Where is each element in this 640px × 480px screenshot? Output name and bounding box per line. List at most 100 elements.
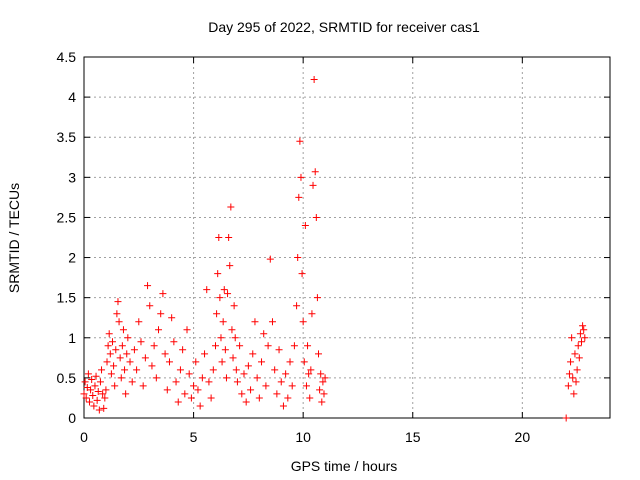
data-point: [238, 390, 246, 398]
data-point: [317, 370, 325, 378]
data-point: [284, 394, 292, 402]
data-point: [115, 318, 123, 326]
data-point: [121, 366, 129, 374]
data-point: [122, 390, 130, 398]
data-point: [181, 390, 189, 398]
data-point: [220, 286, 228, 294]
data-point: [124, 334, 132, 342]
data-point: [302, 382, 310, 390]
y-tick-label: 0: [68, 410, 76, 426]
y-tick-label: 2.5: [57, 209, 77, 225]
data-point: [209, 366, 217, 374]
plot-area-frame: [83, 56, 611, 419]
data-point: [111, 382, 119, 390]
data-point: [103, 358, 111, 366]
data-point: [215, 234, 223, 241]
data-point: [580, 326, 588, 334]
data-point: [231, 334, 239, 342]
data-point: [110, 362, 118, 370]
data-points: [80, 75, 589, 422]
data-point: [130, 346, 138, 354]
data-point: [87, 386, 95, 394]
data-point: [304, 342, 312, 350]
data-point: [573, 366, 581, 374]
data-point: [219, 318, 227, 326]
data-point: [107, 370, 115, 378]
data-point: [176, 366, 184, 374]
data-point: [106, 350, 114, 358]
data-point: [564, 382, 572, 390]
data-point: [286, 358, 294, 366]
data-point: [306, 394, 314, 402]
data-point: [230, 302, 238, 310]
data-point: [222, 374, 230, 382]
data-point: [119, 326, 127, 334]
data-point: [295, 193, 303, 201]
data-point: [262, 382, 270, 390]
data-point: [229, 354, 237, 362]
y-tick-label: 4.5: [57, 49, 77, 65]
data-point: [117, 374, 125, 382]
data-point: [321, 374, 329, 382]
x-tick-label: 15: [405, 429, 421, 445]
data-point: [251, 318, 259, 326]
data-point: [196, 402, 204, 410]
data-point: [82, 394, 90, 402]
data-point: [172, 378, 180, 386]
data-point: [297, 173, 305, 181]
data-point: [104, 342, 112, 350]
chart-title: Day 295 of 2022, SRMTID for receiver cas…: [208, 19, 480, 35]
data-point: [579, 322, 587, 330]
data-point: [279, 402, 287, 410]
data-point: [296, 137, 304, 145]
data-point: [93, 396, 101, 404]
data-point: [298, 270, 306, 278]
data-point: [310, 75, 318, 83]
data-point: [198, 374, 206, 382]
data-point: [217, 334, 225, 342]
data-point: [95, 406, 103, 414]
data-point: [307, 366, 315, 374]
data-point: [293, 302, 301, 310]
data-point: [148, 362, 156, 370]
data-point: [574, 342, 582, 350]
data-point: [282, 370, 290, 378]
data-point: [313, 294, 321, 302]
data-point: [85, 398, 93, 406]
data-point: [192, 358, 200, 366]
data-point: [294, 254, 302, 262]
data-point: [301, 221, 309, 229]
y-tick-label: 1: [68, 330, 76, 346]
data-point: [567, 358, 575, 366]
data-point: [275, 346, 283, 354]
data-point: [128, 378, 136, 386]
x-tick-label: 10: [295, 429, 311, 445]
data-point: [165, 358, 173, 366]
data-point: [96, 378, 104, 386]
data-point: [316, 386, 324, 394]
data-point: [114, 298, 122, 306]
data-point: [194, 386, 202, 394]
data-point: [242, 398, 250, 406]
data-point: [159, 290, 167, 298]
data-point: [311, 168, 319, 176]
grid-lines: [84, 57, 610, 418]
data-point: [101, 394, 109, 402]
data-point: [268, 318, 276, 326]
data-point: [249, 350, 257, 358]
data-point: [170, 338, 178, 346]
data-point: [112, 346, 120, 354]
data-point: [190, 382, 198, 390]
data-point: [233, 378, 241, 386]
data-point: [288, 382, 296, 390]
data-point: [152, 374, 160, 382]
y-tick-label: 0.5: [57, 370, 77, 386]
data-point: [224, 290, 232, 298]
x-axis-label: GPS time / hours: [291, 458, 398, 474]
x-axis-tick-labels: 0 5 10 15 20: [80, 429, 530, 445]
y-tick-label: 2: [68, 250, 76, 266]
axis-ticks: [83, 56, 610, 419]
data-point: [212, 342, 219, 350]
data-point: [258, 358, 266, 366]
data-point: [150, 342, 158, 350]
